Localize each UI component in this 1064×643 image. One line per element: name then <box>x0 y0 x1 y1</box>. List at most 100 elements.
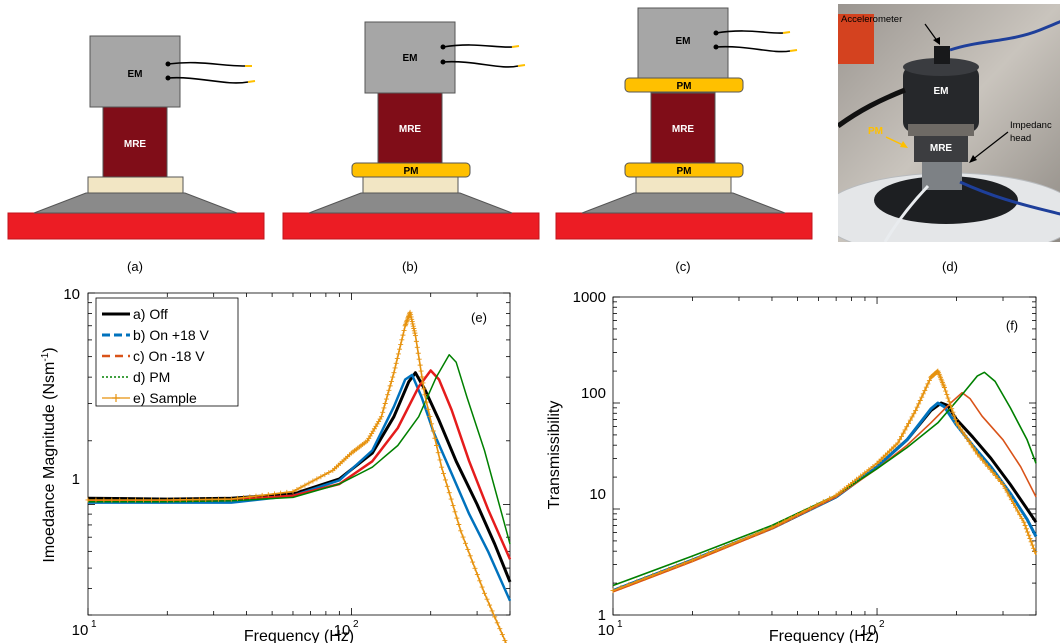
series-marker <box>196 497 202 503</box>
series-marker <box>209 496 215 502</box>
series-marker <box>919 394 925 400</box>
series-marker <box>807 505 813 511</box>
series-marker <box>381 405 387 411</box>
series-marker <box>658 569 664 575</box>
series-marker <box>941 385 947 391</box>
tick-label-y: 100 <box>581 385 606 402</box>
series-marker <box>442 477 448 483</box>
photo-d: Accelerometer EM MRE PM Impedanc head <box>838 4 1060 242</box>
pm-photo <box>908 124 974 136</box>
series-marker <box>898 433 904 439</box>
base-plate <box>87 176 184 194</box>
series-marker <box>1032 549 1038 555</box>
series-marker <box>1023 526 1029 532</box>
series-marker <box>985 463 991 469</box>
series-marker <box>494 620 500 626</box>
panel-label-c: (c) <box>675 259 690 274</box>
mre-block <box>650 92 716 164</box>
tick-label-y: 1000 <box>573 289 606 306</box>
series-marker <box>387 383 393 389</box>
series-marker <box>395 351 401 357</box>
series-marker <box>465 547 471 553</box>
schematic-c: PM MRE PM EM <box>555 7 813 240</box>
series-marker <box>900 430 906 436</box>
series-marker <box>432 435 438 441</box>
tick-label-y: 10 <box>589 486 606 503</box>
series-marker <box>148 497 154 503</box>
tick-label-x-exponent: 2 <box>879 619 885 630</box>
series-marker <box>399 337 405 343</box>
tick-label-x: 10 <box>72 622 89 639</box>
series-marker <box>452 509 458 515</box>
series-marker <box>430 428 436 434</box>
series-marker <box>456 521 462 527</box>
series-marker <box>1000 482 1006 488</box>
wire-tip <box>782 31 791 34</box>
schematic-b: PM MRE EM <box>282 21 540 240</box>
series-marker <box>997 479 1003 485</box>
series-marker <box>745 534 751 540</box>
series-marker <box>190 497 196 503</box>
series-marker <box>397 346 403 352</box>
base-slab <box>555 212 813 240</box>
series-marker <box>424 399 430 405</box>
series-marker <box>326 469 332 475</box>
accelerometer-label: Accelerometer <box>841 14 902 25</box>
series-marker <box>429 421 435 427</box>
series-marker <box>435 450 441 456</box>
series-marker <box>184 497 189 503</box>
series-marker <box>222 496 228 502</box>
mre-sample <box>914 132 968 162</box>
series-marker <box>394 356 400 362</box>
series-marker <box>398 342 404 348</box>
series-marker <box>156 497 162 503</box>
wire <box>715 45 791 53</box>
panel-label-e: (e) <box>471 310 487 325</box>
series-marker <box>952 416 958 422</box>
series-marker <box>414 344 420 350</box>
series-marker <box>390 374 396 380</box>
pm-photo-label: PM <box>868 126 883 137</box>
series-marker <box>1027 536 1033 542</box>
impedance-head-body <box>922 162 962 190</box>
series-marker <box>642 575 648 581</box>
em-label: EM <box>676 36 691 47</box>
impedance-head-label: Impedanc <box>1010 120 1052 131</box>
cable <box>959 180 1060 216</box>
series-marker <box>467 553 473 559</box>
em-housing <box>903 66 979 132</box>
series-marker <box>1029 542 1035 548</box>
series-marker <box>446 490 452 496</box>
series-marker <box>171 497 177 503</box>
series-marker <box>462 540 468 546</box>
series-marker <box>448 496 454 502</box>
series-marker <box>298 484 304 490</box>
series-marker <box>481 590 487 596</box>
series-marker <box>410 323 416 329</box>
impedance-arrow <box>971 131 1009 161</box>
series-marker <box>962 432 968 438</box>
series-marker <box>310 478 316 484</box>
series-marker <box>897 437 903 443</box>
series-marker <box>400 332 406 338</box>
series-marker <box>970 445 976 451</box>
panel-label-d: (d) <box>942 259 958 274</box>
cable <box>883 184 930 242</box>
series-marker <box>956 423 962 429</box>
series-marker <box>987 466 993 472</box>
series-marker <box>408 312 414 318</box>
wire-tip <box>789 49 798 52</box>
series-marker <box>386 387 392 393</box>
series-marker <box>492 614 498 620</box>
series-marker <box>416 356 422 362</box>
series-marker <box>697 554 703 560</box>
series-marker <box>995 475 1001 481</box>
series-marker <box>911 411 917 417</box>
series-marker <box>411 328 417 334</box>
series-marker <box>284 489 290 495</box>
wire-tip <box>511 45 520 48</box>
series-marker <box>909 414 915 420</box>
series-marker <box>1013 504 1019 510</box>
series-lines <box>85 309 512 643</box>
series-marker <box>916 401 922 407</box>
